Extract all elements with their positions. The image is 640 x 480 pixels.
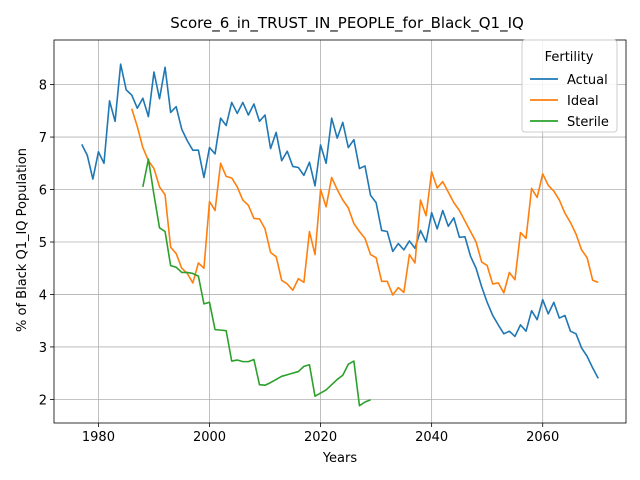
- series-lines: [81, 63, 599, 407]
- x-tick-label: 2040: [415, 430, 448, 445]
- x-tick-label: 2000: [193, 430, 226, 445]
- legend-title: Fertility: [545, 50, 594, 65]
- axis-ticks: 1980 2000 2020 2040 2060 2 3 4 5 6 7 8: [39, 79, 560, 445]
- x-axis-label: Years: [322, 451, 358, 466]
- plot-frame: [53, 39, 627, 424]
- y-tick-label: 8: [39, 79, 47, 94]
- legend-box: [521, 39, 618, 133]
- series-line-actual: [81, 63, 599, 379]
- legend-entries: Actual Ideal Sterile: [530, 73, 609, 130]
- legend-label-ideal: Ideal: [567, 94, 599, 109]
- x-tick-label: 2060: [526, 430, 559, 445]
- y-axis-label: % of Black Q1_IQ Population: [15, 148, 30, 332]
- y-tick-label: 4: [39, 288, 47, 303]
- series-line-sterile: [142, 158, 371, 407]
- y-tick-label: 7: [39, 131, 47, 146]
- y-tick-label: 6: [39, 184, 47, 199]
- y-tick-label: 3: [39, 341, 47, 356]
- series-line-ideal: [130, 108, 599, 296]
- chart-title: Score_6_in_TRUST_IN_PEOPLE_for_Black_Q1_…: [170, 14, 524, 33]
- y-tick-label: 5: [39, 236, 47, 251]
- legend-label-actual: Actual: [567, 73, 608, 88]
- x-tick-label: 1980: [82, 430, 115, 445]
- x-tick-label: 2020: [304, 430, 337, 445]
- grid-lines: [54, 40, 626, 423]
- legend-label-sterile: Sterile: [567, 115, 609, 130]
- y-tick-label: 2: [39, 393, 47, 408]
- legend: Fertility Actual Ideal Sterile: [521, 39, 618, 133]
